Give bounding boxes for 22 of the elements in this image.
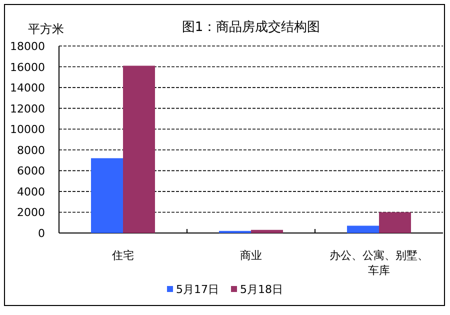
- bar: [347, 226, 379, 233]
- y-tick-label: 18000: [10, 40, 45, 53]
- y-tick-label: 16000: [10, 60, 45, 74]
- bar: [91, 158, 123, 233]
- y-tick-label: 0: [38, 227, 45, 240]
- x-tick-label: 住宅: [112, 249, 134, 262]
- y-tick-label: 2000: [17, 206, 45, 220]
- bar: [379, 212, 411, 233]
- chart-title: 图1：商品房成交结构图: [182, 19, 320, 35]
- y-tick-label: 6000: [17, 164, 45, 178]
- bar: [251, 230, 283, 233]
- y-tick-label: 10000: [10, 123, 45, 136]
- bar: [123, 66, 155, 233]
- x-tick-label: 办公、公寓、别墅、车库: [330, 249, 428, 277]
- legend-label: 5月17日: [176, 283, 219, 296]
- y-tick-label: 8000: [17, 144, 45, 157]
- y-tick-label: 4000: [17, 185, 45, 198]
- y-tick-label: 14000: [10, 82, 45, 95]
- y-tick-label: 12000: [10, 102, 45, 116]
- y-axis-title: 平方米: [28, 22, 64, 36]
- x-tick-label: 商业: [240, 249, 262, 262]
- legend-label: 5月18日: [240, 283, 283, 296]
